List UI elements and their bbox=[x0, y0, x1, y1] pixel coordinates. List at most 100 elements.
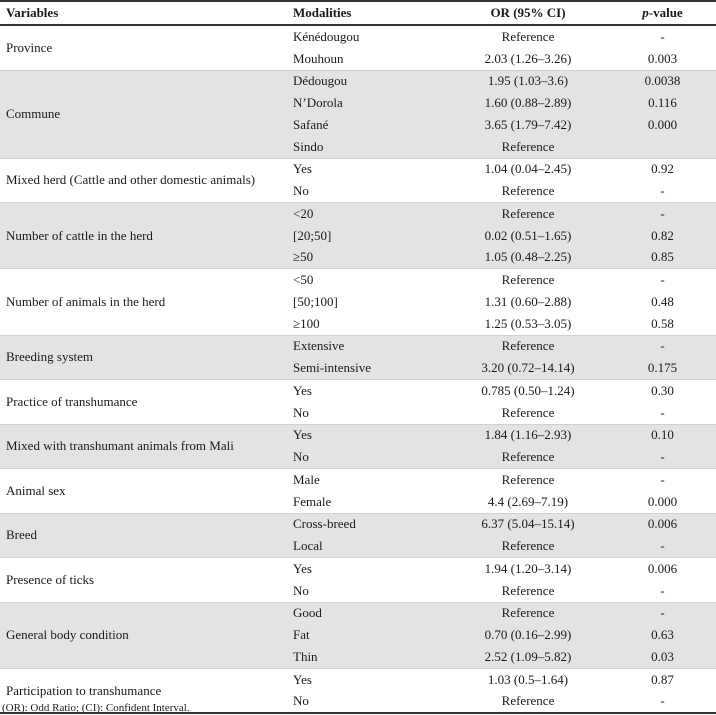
table-row: Province Kénédougou Reference - bbox=[0, 25, 716, 55]
pvalue-cell: 0.58 bbox=[651, 315, 674, 331]
or-ci-cell: Reference bbox=[447, 135, 609, 158]
variable-group: Number of cattle in the herd <20 Reference… bbox=[0, 202, 716, 269]
pvalue-cell: - bbox=[660, 28, 665, 44]
or-ci-cell: Reference bbox=[447, 446, 609, 469]
modality-cell: Cross-breed bbox=[287, 513, 447, 536]
or-ci-cell: 0.785 (0.50–1.24) bbox=[481, 382, 575, 398]
table-row: No Reference - bbox=[0, 402, 716, 424]
variable-cell: Presence of ticks bbox=[6, 571, 95, 587]
or-ci-cell: 1.04 (0.04–2.45) bbox=[484, 161, 572, 177]
variable-cell: Mixed herd (Cattle and other domestic an… bbox=[6, 172, 256, 188]
or-ci-cell: 1.31 (0.60–2.88) bbox=[484, 293, 572, 309]
variable-group: Province Kénédougou Reference - Mouhoun 2.03 … bbox=[0, 25, 716, 70]
modality-cell: No bbox=[293, 183, 309, 199]
modality-cell: Good bbox=[287, 602, 447, 625]
modality-cell: No bbox=[293, 404, 309, 420]
table-row: Mouhoun 2.03 (1.26–3.26) 0.003 bbox=[0, 48, 716, 70]
table-row: Presence of ticks Yes 1.94 (1.20–3.14) 0.00… bbox=[0, 558, 716, 587]
pvalue-cell: - bbox=[660, 272, 665, 288]
pvalue-cell: 0.006 bbox=[609, 513, 716, 536]
pvalue-cell: 0.48 bbox=[651, 293, 674, 309]
variable-cell: Participation to transhumance bbox=[6, 682, 162, 698]
or-ci-cell: 0.02 (0.51–1.65) bbox=[447, 224, 609, 247]
or-ci-cell: 0.70 (0.16–2.99) bbox=[447, 624, 609, 646]
pvalue-cell: 0.82 bbox=[609, 224, 716, 247]
pvalue-cell: 0.87 bbox=[651, 671, 674, 687]
or-ci-cell: 3.65 (1.79–7.42) bbox=[447, 114, 609, 136]
pvalue-cell: 0.006 bbox=[647, 560, 678, 576]
variable-cell: Practice of transhumance bbox=[6, 393, 138, 409]
or-ci-cell: 4.4 (2.69–7.19) bbox=[487, 493, 569, 509]
modality-cell: No bbox=[293, 693, 309, 709]
pvalue-cell: 0.85 bbox=[609, 246, 716, 269]
pvalue-cell: 0.000 bbox=[647, 493, 678, 509]
or-ci-cell: 1.05 (0.48–2.25) bbox=[447, 246, 609, 269]
modality-cell: <50 bbox=[293, 272, 314, 288]
modality-cell: Kénédougou bbox=[293, 28, 360, 44]
or-ci-cell: 1.25 (0.53–3.05) bbox=[484, 315, 572, 331]
variable-cell: Breeding system bbox=[0, 335, 287, 380]
table-row: Practice of transhumance Yes 0.785 (0.50–1… bbox=[0, 380, 716, 409]
variable-group: Mixed with transhumant animals from Mali… bbox=[0, 424, 716, 469]
table-row: [20;50] 0.02 (0.51–1.65) 0.82 bbox=[0, 224, 716, 247]
table-row: Fat 0.70 (0.16–2.99) 0.63 bbox=[0, 624, 716, 646]
variable-cell: Number of animals in the herd bbox=[6, 293, 166, 309]
variable-cell: Commune bbox=[0, 70, 287, 158]
pvalue-cell: 0.92 bbox=[651, 161, 674, 177]
table-row: Semi-intensive 3.20 (0.72–14.14) 0.175 bbox=[0, 357, 716, 380]
or-ci-cell: 1.03 (0.5–1.64) bbox=[487, 671, 569, 687]
table-row: No Reference - bbox=[0, 580, 716, 602]
header-variables: Variables bbox=[0, 0, 287, 26]
modality-cell: ≥50 bbox=[287, 246, 447, 269]
modality-cell: <20 bbox=[287, 202, 447, 225]
header-row: Variables Modalities OR (95% CI) p-value bbox=[0, 0, 716, 26]
pvalue-cell: - bbox=[660, 582, 665, 598]
variable-group: General body condition Good Reference - Fat 0… bbox=[0, 602, 716, 669]
modality-cell: Sindo bbox=[287, 135, 447, 158]
or-ci-cell: 2.03 (1.26–3.26) bbox=[484, 50, 572, 66]
modality-cell: Yes bbox=[287, 424, 447, 447]
pvalue-cell bbox=[609, 135, 716, 158]
or-ci-cell: 1.84 (1.16–2.93) bbox=[447, 424, 609, 447]
table-row: N’Dorola 1.60 (0.88–2.89) 0.116 bbox=[0, 92, 716, 114]
modality-cell: Thin bbox=[287, 646, 447, 669]
pvalue-cell: 0.0038 bbox=[609, 70, 716, 93]
table-row: ≥50 1.05 (0.48–2.25) 0.85 bbox=[0, 246, 716, 269]
or-ci-cell: Reference bbox=[501, 693, 555, 709]
table-header: Variables Modalities OR (95% CI) p-value bbox=[0, 0, 716, 26]
modality-cell: Yes bbox=[293, 161, 312, 177]
modality-cell: Male bbox=[293, 471, 320, 487]
variable-cell: General body condition bbox=[0, 602, 287, 669]
or-ci-cell: Reference bbox=[447, 335, 609, 358]
pvalue-cell: 0.30 bbox=[651, 382, 674, 398]
modality-cell: Dédougou bbox=[287, 70, 447, 93]
table-row: Animal sex Male Reference - bbox=[0, 469, 716, 498]
modality-cell: Yes bbox=[293, 671, 312, 687]
variable-cell: Province bbox=[6, 39, 53, 55]
pvalue-cell: 0.116 bbox=[609, 92, 716, 114]
table-row: Number of cattle in the herd <20 Reference… bbox=[0, 202, 716, 269]
modality-cell: Extensive bbox=[287, 335, 447, 358]
pvalue-cell: - bbox=[609, 446, 716, 469]
variable-cell: Number of cattle in the herd bbox=[0, 202, 287, 269]
or-ci-cell: Reference bbox=[501, 582, 555, 598]
pvalue-cell: - bbox=[609, 602, 716, 625]
header-or: OR (95% CI) bbox=[447, 0, 609, 26]
or-ci-cell: Reference bbox=[501, 28, 555, 44]
variable-cell: Animal sex bbox=[6, 482, 66, 498]
variable-cell: Mixed with transhumant animals from Mali bbox=[0, 424, 287, 469]
table-row: ≥100 1.25 (0.53–3.05) 0.58 bbox=[0, 313, 716, 335]
or-ci-cell: Reference bbox=[447, 602, 609, 625]
table-row: Thin 2.52 (1.09–5.82) 0.03 bbox=[0, 646, 716, 669]
pvalue-cell: - bbox=[660, 404, 665, 420]
variable-group: Breeding system Extensive Reference - Semi-i… bbox=[0, 335, 716, 380]
table-row: Sindo Reference bbox=[0, 135, 716, 158]
pvalue-cell: 0.003 bbox=[647, 50, 678, 66]
modality-cell: No bbox=[287, 446, 447, 469]
pvalue-cell: - bbox=[609, 535, 716, 558]
or-ci-cell: Reference bbox=[501, 471, 555, 487]
table-row: Participation to transhumance Yes 1.03 (0.… bbox=[0, 668, 716, 698]
modality-cell: N’Dorola bbox=[287, 92, 447, 114]
table-row: Breed Cross-breed 6.37 (5.04–15.14) 0.006 bbox=[0, 513, 716, 558]
or-ci-cell: Reference bbox=[501, 272, 555, 288]
